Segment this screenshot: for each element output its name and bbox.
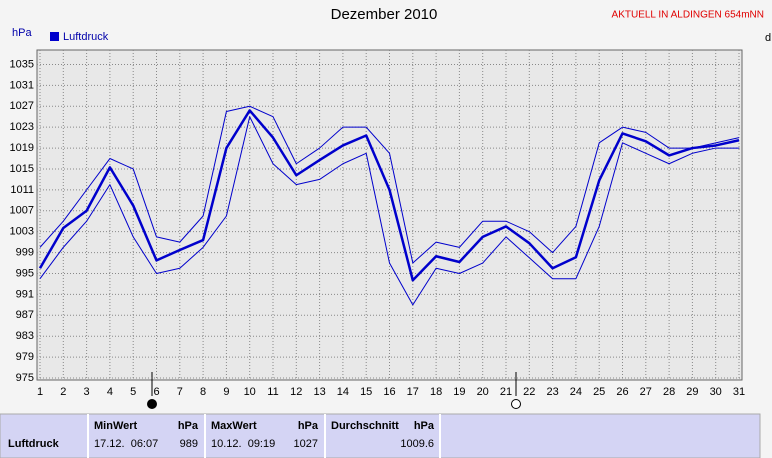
y-tick-label: 995 xyxy=(16,267,34,279)
table-cell: 17.12. 06:07 xyxy=(94,438,158,450)
x-tick-label: 20 xyxy=(477,386,489,398)
x-tick-label: 15 xyxy=(360,386,372,398)
x-tick-label: 27 xyxy=(640,386,652,398)
data-line xyxy=(39,116,739,306)
table-cell: 989 xyxy=(180,438,198,450)
y-tick-label: 991 xyxy=(16,288,34,300)
y-tick-label: 1031 xyxy=(10,79,34,91)
y-tick-label: 1019 xyxy=(10,142,34,154)
y-tick-label: 1027 xyxy=(10,100,34,112)
table-bg xyxy=(0,413,761,458)
x-tick-label: 18 xyxy=(430,386,442,398)
table-cell: 1027 xyxy=(294,438,318,450)
x-tick-label: 7 xyxy=(177,386,183,398)
full-moon-icon xyxy=(511,399,521,409)
y-tick-label: 1011 xyxy=(10,184,34,196)
y-tick-label: 1035 xyxy=(10,58,34,70)
legend-label: Luftdruck xyxy=(63,31,109,43)
table-header: hPa xyxy=(414,420,435,432)
x-tick-label: 11 xyxy=(267,386,278,398)
y-axis-label: hPa xyxy=(12,27,32,39)
table: MinWert hPa MaxWert hPa Durchschnitt hPa… xyxy=(0,413,761,458)
table-header: MaxWert xyxy=(211,420,257,432)
x-tick-label: 6 xyxy=(153,386,159,398)
x-tick-label: 16 xyxy=(383,386,395,398)
legend-swatch xyxy=(50,32,59,41)
x-tick-label: 8 xyxy=(200,386,206,398)
x-tick-label: 3 xyxy=(84,386,90,398)
x-tick-label: 19 xyxy=(453,386,465,398)
y-tick-label: 987 xyxy=(16,309,34,321)
y-tick-label: 979 xyxy=(16,351,34,363)
x-tick-label: 4 xyxy=(107,386,113,398)
data-line xyxy=(38,109,740,282)
x-tick-label: 29 xyxy=(686,386,698,398)
x-tick-label: 31 xyxy=(733,386,745,398)
x-tick-label: 28 xyxy=(663,386,675,398)
x-tick-label: 1 xyxy=(37,386,43,398)
x-tick-label: 17 xyxy=(407,386,419,398)
x-tick-label: 5 xyxy=(130,386,136,398)
chart-title: Dezember 2010 xyxy=(331,6,438,23)
table-row-label: Luftdruck xyxy=(8,438,60,450)
table-cell: 1009.6 xyxy=(400,438,434,450)
subtitle: AKTUELL IN ALDINGEN 654mNN xyxy=(612,10,764,21)
table-header: MinWert xyxy=(94,420,138,432)
x-tick-label: 10 xyxy=(244,386,256,398)
new-moon-icon xyxy=(147,399,157,409)
x-tick-label: 14 xyxy=(337,386,349,398)
data-line xyxy=(39,105,740,264)
right-label: d xyxy=(765,32,771,44)
x-tick-label: 12 xyxy=(290,386,302,398)
x-tick-label: 24 xyxy=(570,386,582,398)
x-tick-label: 21 xyxy=(500,386,512,398)
table-header: hPa xyxy=(298,420,319,432)
y-tick-label: 1007 xyxy=(10,205,34,217)
table-cell: 10.12. 09:19 xyxy=(211,438,275,450)
x-tick-label: 22 xyxy=(523,386,535,398)
x-tick-label: 13 xyxy=(313,386,325,398)
x-tick-label: 2 xyxy=(60,386,66,398)
table-header: hPa xyxy=(178,420,199,432)
y-tick-label: 983 xyxy=(16,330,34,342)
table-header: Durchschnitt xyxy=(331,420,399,432)
x-tick-label: 25 xyxy=(593,386,605,398)
x-tick-label: 30 xyxy=(710,386,722,398)
y-tick-label: 975 xyxy=(16,372,34,384)
y-tick-label: 1015 xyxy=(10,163,34,175)
x-tick-label: 26 xyxy=(616,386,628,398)
y-tick-label: 999 xyxy=(16,246,34,258)
x-tick-label: 9 xyxy=(223,386,229,398)
y-tick-label: 1003 xyxy=(10,226,34,238)
x-tick-label: 23 xyxy=(546,386,558,398)
y-tick-label: 1023 xyxy=(10,121,34,133)
